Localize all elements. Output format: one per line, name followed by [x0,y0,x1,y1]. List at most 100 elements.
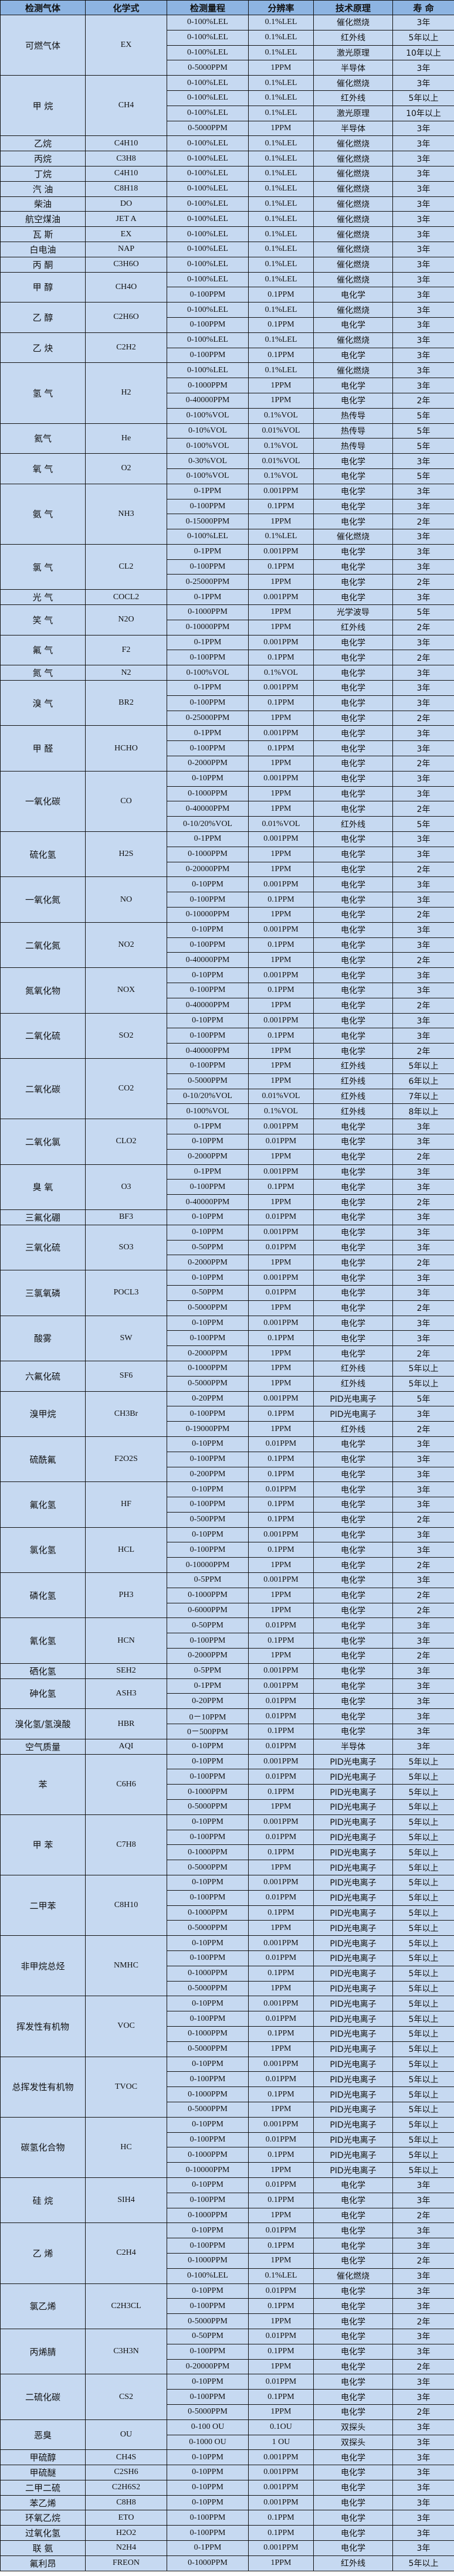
resolution-cell: 0.001PPM [248,1224,314,1241]
range-cell: 0-1PPM [167,1119,249,1134]
resolution-cell: 0.1PPM [248,287,314,303]
principle-cell: 电化学 [313,680,393,696]
lifespan-cell: 3年 [392,60,454,76]
lifespan-cell: 3年 [392,2374,454,2390]
gas-name-cell: 甲 醇 [0,271,86,303]
table-row: 0-1000PPM 1PPM 电化学 3年 [1,378,454,393]
resolution-cell: 0.001PPM [248,1119,314,1134]
lifespan-cell: 3年 [392,1497,454,1513]
resolution-cell: 1PPM [248,574,314,590]
header-row: 检测气体 化学式 检测量程 分辨率 技术原理 寿 命 [0,0,454,15]
resolution-cell: 1PPM [248,2252,314,2269]
resolution-cell: 0.1PPM [248,2343,314,2360]
principle-cell: PID光电离子 [313,2056,393,2072]
lifespan-cell: 3年 [392,498,454,515]
lifespan-cell: 3年 [392,2510,454,2526]
table-row: 氨 气 NH3 0-1PPM 0.001PPM 电化学 3年 [0,483,454,545]
resolution-cell: 1PPM [248,801,314,817]
resolution-cell: 1PPM [248,392,314,409]
resolution-cell: 0.001PPM [248,2495,314,2511]
range-cell: 0-40000PPM [167,1194,249,1210]
lifespan-cell: 3年 [392,302,454,318]
range-cell: 0-5000PPM [167,2101,249,2118]
lifespan-cell: 5年以上 [392,1905,454,1921]
table-row: 0-5000PPM 1PPM 半导体 3年 [1,60,454,76]
principle-cell: 电化学 [313,876,393,893]
table-row: 0-10/20%VOL 0.01%VOL 红外线 7年以上 [1,1088,454,1105]
table-row: 砷化氢 ASH3 0-1PPM 0.001PPM 电化学 3年 [0,1678,454,1710]
principle-cell: 催化燃烧 [313,332,393,348]
formula-cell: C4H10 [85,165,167,182]
principle-cell: 催化燃烧 [313,241,393,257]
lifespan-cell: 3年 [392,2540,454,2556]
principle-cell: 电化学 [313,740,393,757]
header-resolution: 分辨率 [248,0,314,15]
formula-cell: EX [85,226,167,242]
lifespan-cell: 2年 [392,2252,454,2269]
resolution-cell: 0.001PPM [248,1814,314,1830]
resolution-cell: 0.001PPM [248,725,314,742]
lifespan-cell: 5年以上 [392,1360,454,1377]
gas-name-cell: 一氧化碳 [0,770,86,832]
formula-cell: C8H10 [85,1875,167,1936]
range-cell: 0-1PPM [167,1164,249,1180]
gas-name-cell: 柴油 [0,196,86,212]
range-cell: 0-100PPM [167,347,249,363]
table-row: 0-100PPM 0.1PPM 电化学 3年 [1,2298,454,2315]
table-row: 酸雾 SW 0-10PPM 0.001PPM 电化学 3年 [0,1315,454,1361]
gas-name-cell: 乙 烯 [0,2222,86,2284]
resolution-cell: 1PPM [248,1194,314,1210]
principle-cell: 电化学 [313,2313,393,2329]
resolution-cell: 0.001PPM [248,770,314,787]
resolution-cell: 0.01PPM [248,2132,314,2148]
resolution-cell: 0.1PPM [248,2026,314,2042]
range-cell: 0-10PPM [167,1996,249,2012]
resolution-cell: 0.1%LEL [248,29,314,46]
principle-cell: 红外线 [313,1421,393,1437]
range-cell: 0-10/20%VOL [167,1088,249,1105]
resolution-cell: 0.1%LEL [248,165,314,182]
range-cell: 0-100PPM [167,2132,249,2148]
resolution-cell: 0.001PPM [248,1270,314,1286]
table-row: 氟 气 F2 0-1PPM 0.001PPM 电化学 3年 [0,634,454,666]
principle-cell: 电化学 [313,922,393,938]
range-cell: 0-40000PPM [167,952,249,968]
principle-cell: 电化学 [313,1466,393,1483]
resolution-cell: 0.01PPM [248,2328,314,2344]
range-cell: 0-6000PPM [167,1602,249,1619]
resolution-cell: 0.001PPM [248,589,314,606]
principle-cell: 电化学 [313,710,393,726]
range-cell: 0-10000PPM [167,619,249,635]
table-row: 0-1000PPM 0.1PPM PID光电离子 5年以上 [1,2026,454,2042]
formula-cell: COCL2 [85,589,167,606]
lifespan-cell: 3年 [392,2222,454,2239]
resolution-cell: 0.1PPM [248,1179,314,1195]
principle-cell: 电化学 [313,786,393,802]
resolution-cell: 1PPM [248,1421,314,1437]
lifespan-cell: 3年 [392,1224,454,1241]
principle-cell: 电化学 [313,2389,393,2405]
formula-cell: CH4 [85,75,167,137]
principle-cell: PID光电离子 [313,1391,393,1407]
resolution-cell: 0.1PPM [248,1905,314,1921]
resolution-cell: 0.01PPM [248,1481,314,1498]
table-row: 氟化氢 HF 0-10PPM 0.01PPM 电化学 3年 [0,1481,454,1528]
lifespan-cell: 5年以上 [392,1799,454,1815]
range-cell: 0-100%LEL [167,241,249,257]
range-cell: 0-5000PPM [167,2041,249,2057]
table-row: 二氧化氮 NO2 0-10PPM 0.001PPM 电化学 3年 [0,922,454,968]
formula-cell: NO2 [85,922,167,968]
table-row: 氯乙烯 C2H3CL 0-10PPM 0.01PPM 电化学 3年 [0,2283,454,2329]
principle-cell: 电化学 [313,2495,393,2511]
range-cell: 0-50PPM [167,2328,249,2344]
table-row: 0-100%VOL 0.1%VOL 红外线 8年以上 [1,1103,454,1120]
range-cell: 0-2000PPM [167,1148,249,1165]
table-row: 空气质量 AQI 0-10PPM 0.01PPM 半导体 3年 [0,1738,454,1755]
table-row: 0-40000PPM 1PPM 电化学 2年 [1,1043,454,1059]
lifespan-cell: 3年 [392,2419,454,2435]
lifespan-cell: 2年 [392,1345,454,1361]
formula-cell: C8H18 [85,181,167,197]
principle-cell: 电化学 [313,453,393,469]
range-cell: 0-10PPM [167,1133,249,1150]
principle-cell: 电化学 [313,1436,393,1452]
